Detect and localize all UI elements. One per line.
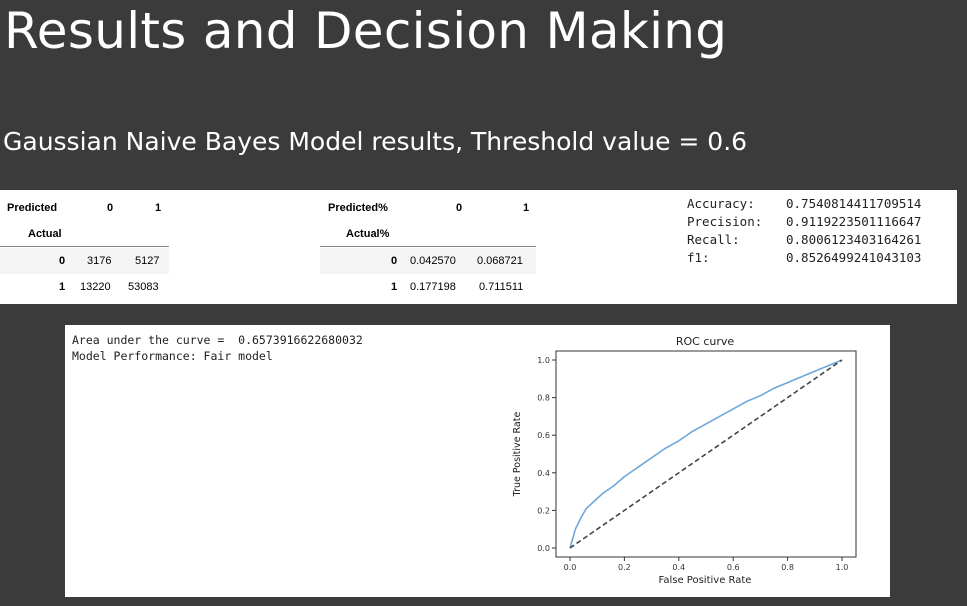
slide-title: Results and Decision Making (4, 2, 728, 60)
roc-chart: ROC curve 0.00.20.40.60.81.0 0.0 0.2 0.4 0.… (512, 335, 857, 586)
x-tick-label: 0.0 (564, 563, 577, 572)
table-row (320, 248, 536, 274)
x-tick-label: 0.8 (781, 563, 794, 572)
roc-curve-line (569, 359, 843, 549)
x-tick-label: 0.2 (618, 563, 631, 572)
col-header-0: 0 (107, 202, 114, 214)
metric-value-accuracy: 0.7540814411709514 (786, 196, 922, 211)
x-axis: 0.0 0.2 0.4 0.6 0.8 1.0 (564, 557, 849, 572)
y-tick-label: 1.0 (537, 356, 550, 365)
metric-label-f1: f1: (687, 250, 710, 265)
y-tick-label: 0.0 (537, 544, 550, 553)
confusion-matrix-table: Predicted 0 1 Actual 0 3176 5127 1 13220… (0, 190, 170, 304)
header-divider (320, 246, 536, 247)
model-performance-line: Model Performance: Fair model (72, 349, 273, 363)
series-layer (569, 359, 843, 549)
row-label-0: 0 (59, 255, 66, 267)
table-row (0, 248, 169, 274)
predicted-pct-header: Predicted% (328, 202, 388, 214)
row-pct-label-0: 0 (391, 255, 398, 267)
metric-value-f1: 0.8526499241043103 (786, 250, 922, 265)
col-pct-header-1: 1 (523, 202, 530, 214)
plot-frame (555, 350, 857, 558)
x-tick-label: 0.4 (672, 563, 685, 572)
metric-label-precision: Precision: (687, 214, 763, 229)
auc-output-line: Area under the curve = 0.657391662268003… (72, 333, 363, 347)
cell-0-0: 3176 (87, 255, 112, 267)
cell-pct-1-1: 0.711511 (479, 281, 524, 293)
x-tick-label: 1.0 (836, 563, 849, 572)
cell-pct-0-1: 0.068721 (477, 255, 523, 267)
chart-title: ROC curve (676, 335, 735, 348)
cell-1-1: 53083 (128, 281, 159, 293)
metric-value-precision: 0.9119223501116647 (786, 214, 922, 229)
confusion-percent-table: Predicted% 0 1 Actual% 0 0.042570 0.0687… (320, 190, 540, 304)
cell-0-1: 5127 (135, 255, 160, 267)
row-label-1: 1 (59, 281, 66, 293)
y-axis: 0.0 0.2 0.4 0.6 0.8 1.0 (537, 356, 556, 553)
y-axis-label: True Positive Rate (512, 412, 523, 498)
y-tick-label: 0.8 (537, 394, 550, 403)
metric-label-recall: Recall: (687, 232, 740, 247)
actual-pct-header: Actual% (346, 228, 390, 240)
y-tick-label: 0.2 (537, 506, 550, 515)
x-tick-label: 0.6 (727, 563, 740, 572)
actual-header: Actual (28, 228, 62, 240)
header-divider (0, 246, 169, 247)
metric-label-accuracy: Accuracy: (687, 196, 755, 211)
predicted-header: Predicted (7, 202, 58, 214)
chance-diagonal-line (569, 359, 843, 549)
col-header-1: 1 (155, 202, 162, 214)
roc-output-panel: Area under the curve = 0.657391662268003… (65, 325, 890, 597)
metric-value-recall: 0.8006123403164261 (786, 232, 922, 247)
row-pct-label-1: 1 (391, 281, 398, 293)
cell-pct-0-0: 0.042570 (410, 255, 456, 267)
cell-pct-1-0: 0.177198 (410, 281, 456, 293)
cell-1-0: 13220 (80, 281, 111, 293)
col-pct-header-0: 0 (456, 202, 463, 214)
x-axis-label: False Positive Rate (659, 575, 752, 586)
results-output-panel: Predicted 0 1 Actual 0 3176 5127 1 13220… (0, 190, 957, 304)
y-tick-label: 0.4 (537, 469, 550, 478)
y-tick-label: 0.6 (537, 431, 550, 440)
slide-subtitle: Gaussian Naive Bayes Model results, Thre… (3, 127, 748, 156)
